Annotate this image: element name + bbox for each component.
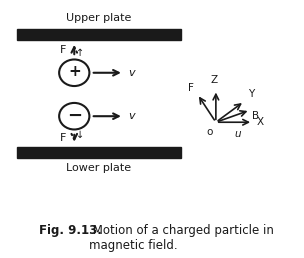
Text: v: v bbox=[128, 111, 134, 121]
Text: u: u bbox=[235, 129, 241, 139]
Text: F: F bbox=[60, 45, 66, 54]
Text: ↑: ↑ bbox=[76, 48, 84, 58]
Text: o: o bbox=[206, 127, 212, 136]
Text: −: − bbox=[67, 107, 82, 125]
Text: F: F bbox=[188, 83, 194, 93]
Text: ↓: ↓ bbox=[76, 130, 84, 140]
Text: Upper plate: Upper plate bbox=[66, 13, 132, 23]
Text: v: v bbox=[128, 68, 134, 78]
Text: F: F bbox=[60, 133, 66, 143]
Text: +: + bbox=[68, 64, 81, 79]
Bar bbox=[16, 147, 181, 158]
Text: X: X bbox=[256, 117, 263, 127]
Bar bbox=[16, 29, 181, 39]
Text: Fig. 9.13.: Fig. 9.13. bbox=[39, 224, 102, 237]
Text: Lower plate: Lower plate bbox=[67, 163, 132, 173]
Text: Motion of a charged particle in
magnetic field.: Motion of a charged particle in magnetic… bbox=[89, 224, 274, 252]
Text: Z: Z bbox=[211, 75, 218, 85]
Text: Y: Y bbox=[247, 89, 254, 99]
Text: B: B bbox=[253, 111, 260, 121]
